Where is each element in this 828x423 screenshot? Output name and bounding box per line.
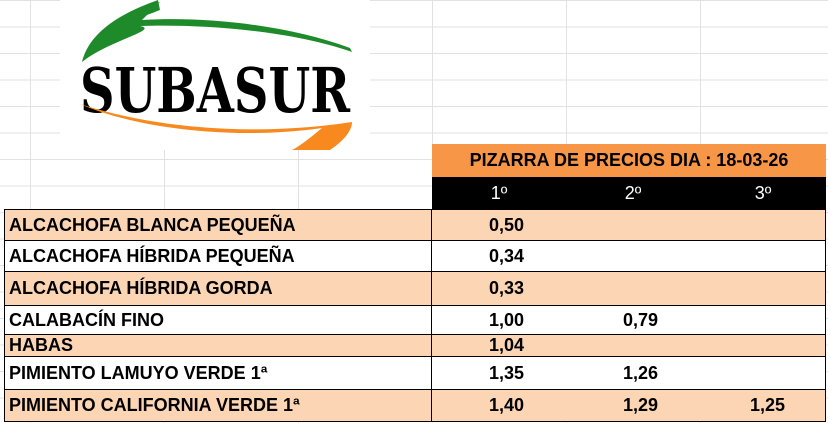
price-3[interactable]: [700, 272, 826, 305]
product-name[interactable]: PIMIENTO CALIFORNIA VERDE 1ª: [4, 390, 432, 421]
price-1[interactable]: 1,00: [488, 309, 524, 330]
price-1[interactable]: 0,50: [488, 214, 524, 235]
subasur-logo: SUBASUR: [60, 0, 370, 150]
column-header-3: 3º: [754, 182, 772, 203]
product-name[interactable]: PIMIENTO LAMUYO VERDE 1ª: [4, 357, 432, 389]
rank-header-row: 1º 2º 3º: [432, 177, 826, 209]
price-3[interactable]: [700, 241, 826, 271]
price-2[interactable]: [566, 241, 700, 271]
table-row: ALCACHOFA HÍBRIDA GORDA 0,33: [4, 272, 826, 306]
price-1[interactable]: 0,34: [488, 245, 524, 266]
table-row: ALCACHOFA BLANCA PEQUEÑA 0,50: [4, 210, 826, 241]
product-name[interactable]: ALCACHOFA HÍBRIDA GORDA: [4, 272, 432, 305]
price-3[interactable]: 1,25: [700, 390, 826, 421]
column-header-1: 1º: [490, 182, 508, 203]
price-board-title: PIZARRA DE PRECIOS DIA : 18-03-26: [432, 144, 826, 177]
table-row: PIMIENTO CALIFORNIA VERDE 1ª 1,40 1,29 1…: [4, 390, 826, 422]
price-2[interactable]: 0,79: [622, 309, 658, 330]
price-1[interactable]: 1,40: [488, 395, 524, 415]
price-2[interactable]: [566, 272, 700, 305]
product-name[interactable]: ALCACHOFA HÍBRIDA PEQUEÑA: [4, 241, 432, 271]
price-2[interactable]: 1,26: [622, 362, 658, 383]
price-3[interactable]: [700, 335, 826, 356]
price-1[interactable]: 0,33: [488, 278, 524, 298]
column-header-2: 2º: [624, 182, 642, 203]
product-name[interactable]: HABAS: [4, 335, 432, 356]
product-name[interactable]: ALCACHOFA BLANCA PEQUEÑA: [4, 210, 432, 240]
price-3[interactable]: [700, 306, 826, 334]
table-row: ALCACHOFA HÍBRIDA PEQUEÑA 0,34: [4, 241, 826, 272]
price-1[interactable]: 1,35: [488, 362, 524, 383]
product-name[interactable]: CALABACÍN FINO: [4, 306, 432, 334]
price-3[interactable]: [700, 210, 826, 240]
price-2[interactable]: [566, 210, 700, 240]
table-row: PIMIENTO LAMUYO VERDE 1ª 1,35 1,26: [4, 357, 826, 390]
price-3[interactable]: [700, 357, 826, 389]
svg-text:SUBASUR: SUBASUR: [80, 54, 350, 127]
price-1[interactable]: 1,04: [488, 335, 524, 355]
table-row: HABAS 1,04: [4, 335, 826, 357]
price-table: ALCACHOFA BLANCA PEQUEÑA 0,50 ALCACHOFA …: [4, 209, 826, 422]
table-row: CALABACÍN FINO 1,00 0,79: [4, 306, 826, 335]
price-2[interactable]: 1,29: [622, 395, 658, 415]
price-2[interactable]: [566, 335, 700, 356]
